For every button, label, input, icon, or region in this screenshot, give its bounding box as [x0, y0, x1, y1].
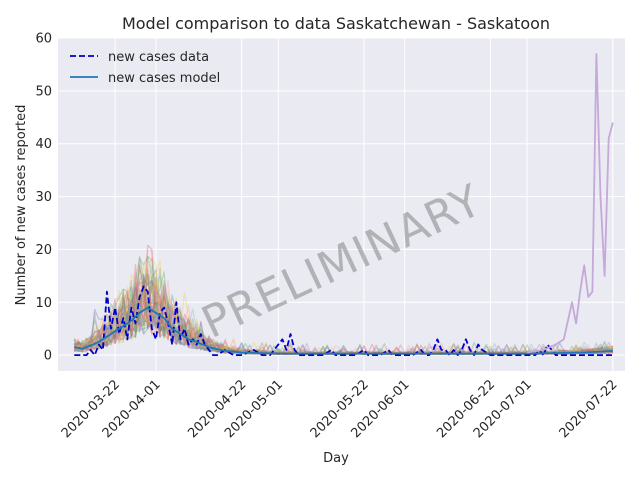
legend-label-data: new cases data: [108, 50, 209, 65]
y-tick-label: 30: [35, 190, 52, 205]
grid-lines: [58, 37, 625, 371]
y-tick-label: 10: [35, 296, 52, 311]
ensemble-run-line: [73, 286, 613, 356]
y-tick-label: 40: [35, 137, 52, 152]
chart-title: Model comparison to data Saskatchewan - …: [122, 14, 550, 33]
ensemble-run-line: [73, 276, 614, 356]
ensemble-run-line: [73, 259, 614, 356]
y-tick-labels: 0 10 20 30 40 50 60: [35, 32, 52, 364]
y-tick-label: 60: [35, 32, 52, 47]
series-lines: [74, 53, 614, 357]
y-tick-label: 20: [35, 243, 52, 258]
ensemble-run-line: [73, 249, 614, 356]
y-tick-label: 50: [35, 84, 52, 99]
x-axis-label: Day: [323, 451, 349, 466]
ensemble-run-line: [73, 281, 613, 356]
outlier-series-line: [526, 53, 614, 354]
ensemble-run-line: [73, 274, 613, 356]
x-tick-label: 2020-07-22: [557, 377, 621, 441]
legend-label-model: new cases model: [108, 71, 220, 86]
y-axis-label: Number of new cases reported: [14, 105, 29, 306]
ensemble-run-line: [73, 277, 614, 356]
plot-background: [58, 38, 625, 371]
model-series-line: [74, 306, 613, 355]
legend: new cases data new cases model: [70, 50, 220, 86]
data-series-line: [74, 285, 613, 357]
y-tick-label: 0: [44, 349, 52, 364]
ensemble-run-line: [73, 257, 614, 356]
